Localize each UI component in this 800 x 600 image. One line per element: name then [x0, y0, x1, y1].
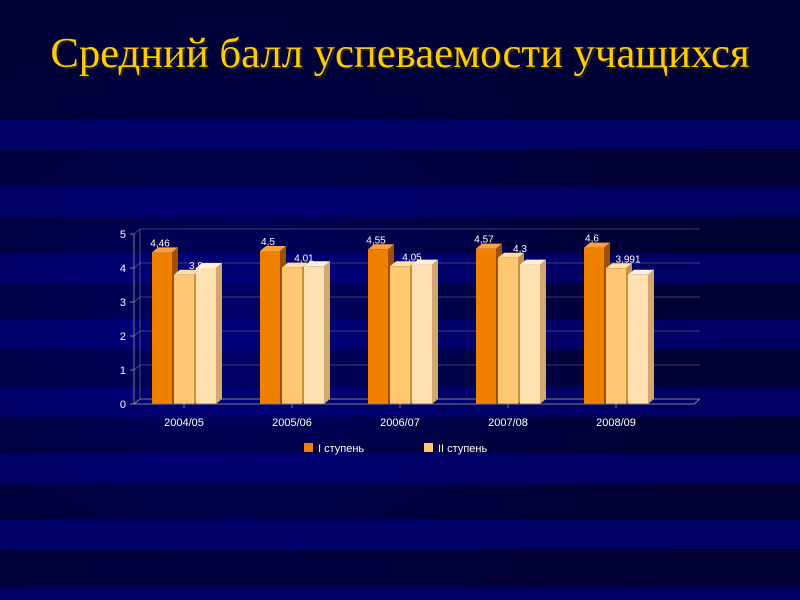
svg-text:I ступень: I ступень [318, 443, 364, 455]
svg-text:4,57: 4,57 [474, 235, 494, 246]
svg-text:2007/08: 2007/08 [488, 417, 528, 429]
svg-text:5: 5 [120, 229, 126, 241]
svg-text:2005/06: 2005/06 [272, 417, 312, 429]
svg-text:4,05: 4,05 [402, 252, 422, 263]
svg-text:2008/09: 2008/09 [596, 417, 636, 429]
svg-text:4,55: 4,55 [366, 235, 386, 246]
svg-text:3,8: 3,8 [189, 261, 203, 272]
svg-text:4,6: 4,6 [585, 234, 599, 245]
svg-text:4,46: 4,46 [150, 238, 170, 249]
svg-text:4,3: 4,3 [513, 244, 527, 255]
chart-svg: 0 1 2 3 4 5 2004/05 4,46 3,8 2005/06 4,5 4,01 2006/0… [100, 220, 700, 480]
svg-text:II ступень: II ступень [438, 443, 487, 455]
svg-text:3: 3 [120, 297, 126, 309]
svg-text:0: 0 [120, 399, 126, 411]
slide-title: Средний балл успеваемости учащихся [0, 28, 800, 79]
svg-text:1: 1 [120, 365, 126, 377]
svg-text:3,991: 3,991 [615, 254, 640, 265]
slide: Средний балл успеваемости учащихся 0 1 2 3 4… [0, 0, 800, 600]
svg-text:2004/05: 2004/05 [164, 417, 204, 429]
svg-text:4: 4 [120, 263, 126, 275]
svg-text:4,01: 4,01 [294, 254, 314, 265]
gpa-chart: 0 1 2 3 4 5 2004/05 4,46 3,8 2005/06 4,5 4,01 2006/0… [100, 220, 700, 480]
svg-text:4,5: 4,5 [261, 237, 275, 248]
title-text: Средний балл успеваемости учащихся [50, 30, 749, 77]
svg-text:2006/07: 2006/07 [380, 417, 420, 429]
svg-text:2: 2 [120, 331, 126, 343]
